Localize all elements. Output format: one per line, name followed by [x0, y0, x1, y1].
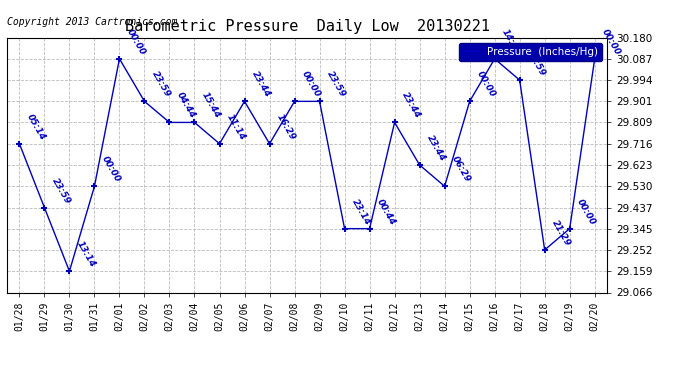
Text: 06:29: 06:29 — [450, 155, 472, 184]
Text: 00:44: 00:44 — [375, 197, 397, 226]
Text: 04:44: 04:44 — [175, 91, 197, 120]
Text: 00:00: 00:00 — [475, 70, 497, 99]
Text: 23:44: 23:44 — [250, 70, 272, 99]
Text: 00:00: 00:00 — [300, 70, 322, 99]
Legend: Pressure  (Inches/Hg): Pressure (Inches/Hg) — [459, 43, 602, 61]
Text: 00:00: 00:00 — [100, 155, 122, 184]
Text: 23:59: 23:59 — [325, 70, 347, 99]
Text: 23:44: 23:44 — [425, 134, 447, 163]
Title: Barometric Pressure  Daily Low  20130221: Barometric Pressure Daily Low 20130221 — [125, 18, 489, 33]
Text: 13:14: 13:14 — [75, 240, 97, 269]
Text: 16:29: 16:29 — [275, 112, 297, 141]
Text: 23:44: 23:44 — [400, 91, 422, 120]
Text: 23:59: 23:59 — [50, 176, 72, 206]
Text: 05:14: 05:14 — [25, 112, 47, 141]
Text: 23:59: 23:59 — [525, 49, 547, 78]
Text: 15:44: 15:44 — [200, 91, 222, 120]
Text: 00:00: 00:00 — [575, 197, 598, 226]
Text: 00:00: 00:00 — [125, 27, 147, 57]
Text: 00:00: 00:00 — [600, 27, 622, 57]
Text: 11:14: 11:14 — [225, 112, 247, 141]
Text: 23:59: 23:59 — [150, 70, 172, 99]
Text: Copyright 2013 Cartronics.com: Copyright 2013 Cartronics.com — [7, 17, 177, 27]
Text: 14:44: 14:44 — [500, 27, 522, 57]
Text: 21:29: 21:29 — [550, 219, 572, 248]
Text: 23:14: 23:14 — [350, 197, 372, 226]
